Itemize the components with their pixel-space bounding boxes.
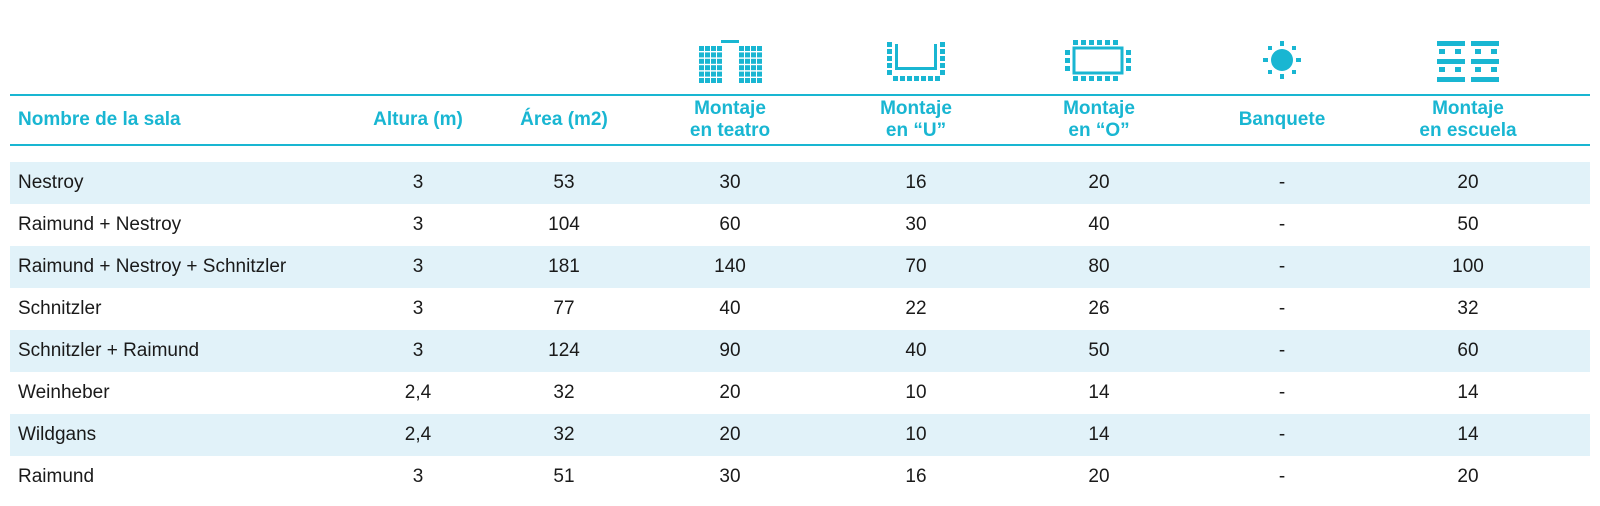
header-area: Área (m2) (520, 109, 608, 130)
cell-banquet: - (1278, 172, 1286, 193)
cell-area: 124 (548, 340, 580, 361)
u-shape-layout-icon (881, 38, 951, 86)
cell-height: 3 (412, 256, 424, 277)
cell-height: 3 (412, 214, 424, 235)
header-height: Altura (m) (373, 109, 463, 130)
table-row: Raimund + Nestroy + Schnitzler 3 181 140… (10, 246, 1590, 288)
cell-area: 32 (553, 424, 575, 445)
header-room-name: Nombre de la sala (18, 109, 181, 130)
cell-o-shape: 14 (1088, 424, 1110, 445)
header-top-rule (10, 94, 1590, 96)
cell-theatre: 90 (719, 340, 741, 361)
cell-classroom: 32 (1457, 298, 1479, 319)
cell-theatre: 20 (719, 382, 741, 403)
cell-o-shape: 50 (1088, 340, 1110, 361)
header-classroom-line1: Montaje (1432, 98, 1504, 119)
header-u-shape: Montaje en “U” (818, 96, 1014, 144)
layout-icons-row (10, 0, 1590, 94)
cell-area: 32 (553, 382, 575, 403)
cell-height: 2,4 (404, 424, 432, 445)
cell-height: 2,4 (404, 382, 432, 403)
header-classroom-line2: en escuela (1419, 120, 1517, 141)
table-body: Nestroy 3 53 30 16 20 - 20 Raimund + Nes… (10, 162, 1590, 498)
cell-height: 3 (412, 466, 424, 487)
cell-area: 53 (553, 172, 575, 193)
table-header-row: Nombre de la sala Altura (m) Área (m2) M… (10, 96, 1590, 144)
cell-classroom: 60 (1457, 340, 1479, 361)
cell-banquet: - (1278, 340, 1286, 361)
cell-theatre: 30 (719, 172, 741, 193)
cell-banquet: - (1278, 466, 1286, 487)
banquet-icon (1247, 38, 1317, 86)
cell-u-shape: 40 (905, 340, 927, 361)
table-row: Wildgans 2,4 32 20 10 14 - 14 (10, 414, 1590, 456)
cell-u-shape: 70 (905, 256, 927, 277)
cell-u-shape: 16 (905, 172, 927, 193)
header-classroom: Montaje en escuela (1380, 96, 1556, 144)
table-row: Nestroy 3 53 30 16 20 - 20 (10, 162, 1590, 204)
header-theatre: Montaje en teatro (642, 96, 818, 144)
header-theatre-line1: Montaje (694, 98, 766, 119)
table-row: Raimund 3 51 30 16 20 - 20 (10, 456, 1590, 498)
cell-room-name: Schnitzler (18, 298, 102, 319)
cell-height: 3 (412, 340, 424, 361)
cell-room-name: Nestroy (18, 172, 84, 193)
cell-u-shape: 30 (905, 214, 927, 235)
cell-area: 104 (548, 214, 580, 235)
cell-banquet: - (1278, 256, 1286, 277)
cell-theatre: 60 (719, 214, 741, 235)
room-capacity-table: Nombre de la sala Altura (m) Área (m2) M… (10, 0, 1590, 498)
table-row: Schnitzler 3 77 40 22 26 - 32 (10, 288, 1590, 330)
cell-height: 3 (412, 298, 424, 319)
cell-banquet: - (1278, 424, 1286, 445)
cell-theatre: 140 (714, 256, 746, 277)
cell-theatre: 20 (719, 424, 741, 445)
header-theatre-line2: en teatro (689, 120, 771, 141)
o-shape-layout-icon (1063, 38, 1133, 86)
cell-u-shape: 10 (905, 382, 927, 403)
header-banquet: Banquete (1238, 109, 1326, 130)
table-row: Raimund + Nestroy 3 104 60 30 40 - 50 (10, 204, 1590, 246)
cell-theatre: 30 (719, 466, 741, 487)
cell-area: 77 (553, 298, 575, 319)
cell-room-name: Raimund + Nestroy + Schnitzler (18, 256, 287, 277)
header-bottom-rule (10, 144, 1590, 146)
cell-classroom: 50 (1457, 214, 1479, 235)
cell-classroom: 20 (1457, 466, 1479, 487)
cell-u-shape: 10 (905, 424, 927, 445)
cell-o-shape: 80 (1088, 256, 1110, 277)
cell-room-name: Wildgans (18, 424, 97, 445)
cell-room-name: Schnitzler + Raimund (18, 340, 200, 361)
cell-area: 181 (548, 256, 580, 277)
cell-o-shape: 26 (1088, 298, 1110, 319)
cell-classroom: 14 (1457, 382, 1479, 403)
cell-o-shape: 20 (1088, 466, 1110, 487)
cell-classroom: 20 (1457, 172, 1479, 193)
cell-banquet: - (1278, 382, 1286, 403)
table-row: Schnitzler + Raimund 3 124 90 40 50 - 60 (10, 330, 1590, 372)
cell-room-name: Weinheber (18, 382, 110, 403)
cell-height: 3 (412, 172, 424, 193)
table-row: Weinheber 2,4 32 20 10 14 - 14 (10, 372, 1590, 414)
cell-classroom: 14 (1457, 424, 1479, 445)
cell-u-shape: 22 (905, 298, 927, 319)
cell-o-shape: 40 (1088, 214, 1110, 235)
cell-theatre: 40 (719, 298, 741, 319)
theatre-layout-icon (695, 38, 765, 86)
cell-o-shape: 14 (1088, 382, 1110, 403)
cell-area: 51 (553, 466, 575, 487)
cell-banquet: - (1278, 298, 1286, 319)
header-o-shape-line1: Montaje (1063, 98, 1135, 119)
header-o-shape: Montaje en “O” (1014, 96, 1184, 144)
cell-o-shape: 20 (1088, 172, 1110, 193)
header-u-shape-line2: en “U” (885, 120, 947, 141)
header-u-shape-line1: Montaje (880, 98, 952, 119)
header-o-shape-line2: en “O” (1068, 120, 1130, 141)
classroom-layout-icon (1433, 38, 1503, 86)
cell-room-name: Raimund (18, 466, 95, 487)
cell-banquet: - (1278, 214, 1286, 235)
cell-room-name: Raimund + Nestroy (18, 214, 182, 235)
cell-classroom: 100 (1452, 256, 1484, 277)
cell-u-shape: 16 (905, 466, 927, 487)
